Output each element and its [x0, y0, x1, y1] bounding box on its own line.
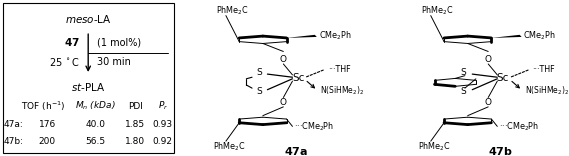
Text: 200: 200: [39, 137, 56, 146]
Text: 1.85: 1.85: [125, 120, 146, 129]
Text: PhMe$_2$C: PhMe$_2$C: [418, 140, 451, 153]
Text: 0.92: 0.92: [152, 137, 173, 146]
Text: 1.80: 1.80: [125, 137, 146, 146]
Text: $M_n$ (kDa): $M_n$ (kDa): [75, 100, 116, 112]
Text: ···THF: ···THF: [328, 65, 351, 74]
Text: O: O: [485, 55, 492, 64]
Polygon shape: [492, 35, 522, 38]
Text: N(SiHMe$_2$)$_2$: N(SiHMe$_2$)$_2$: [525, 84, 569, 97]
Text: S: S: [256, 87, 262, 96]
Text: $\it{meso}$-LA: $\it{meso}$-LA: [65, 13, 112, 25]
Text: O: O: [280, 55, 287, 64]
Bar: [3, 3, 174, 153]
Text: ···THF: ···THF: [533, 65, 555, 74]
Text: 40.0: 40.0: [85, 120, 106, 129]
Text: Sc: Sc: [292, 73, 304, 83]
Text: CMe$_2$Ph: CMe$_2$Ph: [523, 30, 556, 42]
Text: 47a:: 47a:: [4, 120, 24, 129]
Text: N(SiHMe$_2$)$_2$: N(SiHMe$_2$)$_2$: [320, 84, 365, 97]
Text: S: S: [461, 68, 467, 77]
Text: S: S: [256, 68, 262, 77]
Text: O: O: [485, 98, 492, 107]
Text: 30 min: 30 min: [97, 57, 131, 67]
Text: 0.93: 0.93: [152, 120, 173, 129]
Text: (1 mol%): (1 mol%): [97, 37, 141, 47]
Text: O: O: [280, 98, 287, 107]
Text: 176: 176: [39, 120, 56, 129]
Polygon shape: [287, 35, 317, 38]
Text: $P_r$: $P_r$: [158, 100, 168, 112]
Text: 25 $^\circ$C: 25 $^\circ$C: [48, 56, 80, 68]
Text: PDI: PDI: [128, 102, 143, 111]
Text: $\mathbf{47a}$: $\mathbf{47a}$: [284, 145, 308, 156]
Text: ···CMe$_2$Ph: ···CMe$_2$Ph: [499, 120, 539, 133]
Text: PhMe$_2$C: PhMe$_2$C: [213, 140, 246, 153]
Text: $\mathbf{47}$: $\mathbf{47}$: [64, 36, 80, 48]
Text: 56.5: 56.5: [85, 137, 106, 146]
Text: $\it{st}$-PLA: $\it{st}$-PLA: [71, 81, 105, 93]
Text: PhMe$_2$C: PhMe$_2$C: [216, 5, 249, 17]
Text: 47b:: 47b:: [4, 137, 24, 146]
Text: $\mathbf{47b}$: $\mathbf{47b}$: [488, 145, 513, 156]
Text: TOF (h$^{-1}$): TOF (h$^{-1}$): [20, 99, 65, 113]
Text: S: S: [461, 87, 467, 96]
Text: CMe$_2$Ph: CMe$_2$Ph: [319, 30, 351, 42]
Text: ···CMe$_2$Ph: ···CMe$_2$Ph: [294, 120, 335, 133]
Text: PhMe$_2$C: PhMe$_2$C: [421, 5, 454, 17]
Text: Sc: Sc: [497, 73, 509, 83]
